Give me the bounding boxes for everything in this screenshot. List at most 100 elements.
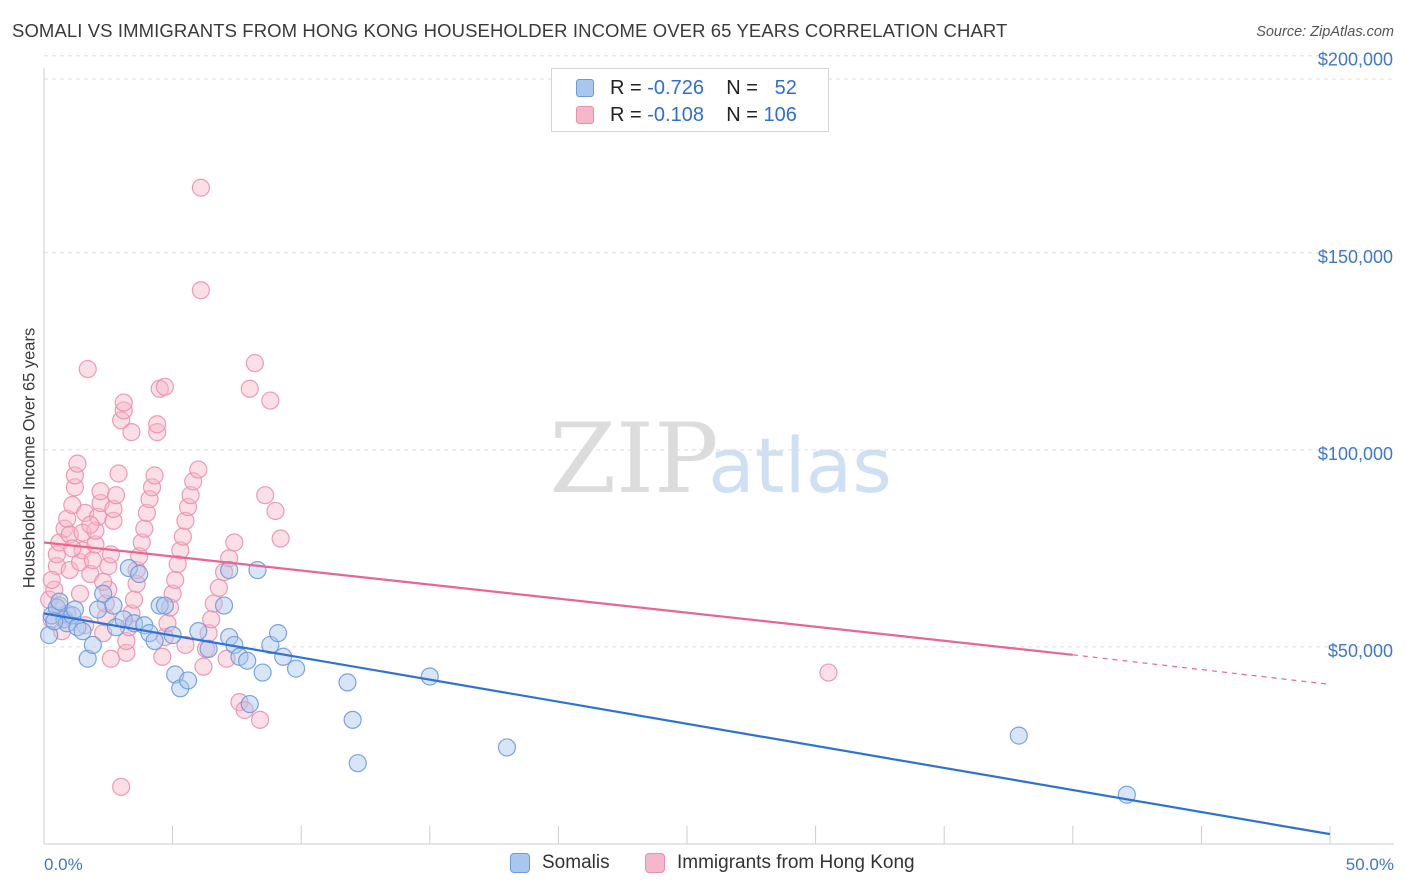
gridlines <box>44 55 1394 648</box>
hong-kong-point <box>142 478 162 497</box>
somali-point <box>40 626 59 645</box>
somali-point <box>65 600 84 619</box>
hong-kong-point <box>63 539 82 558</box>
legend-n-value: 52 <box>774 77 797 99</box>
bottom-legend-swatch-somalis <box>510 853 530 873</box>
hong-kong-point <box>209 578 228 597</box>
hong-kong-point <box>194 657 213 676</box>
hong-kong-point <box>86 521 105 540</box>
somali-point <box>348 754 367 773</box>
somali-point <box>104 596 123 615</box>
somali-point <box>130 564 149 584</box>
hong-kong-point <box>178 497 198 517</box>
series-hong-kong-points <box>40 178 838 796</box>
somali-point <box>78 649 97 668</box>
somali-point <box>268 624 288 643</box>
hong-kong-point <box>266 501 285 521</box>
hong-kong-point <box>202 610 221 629</box>
hong-kong-point <box>171 541 190 560</box>
hong-kong-point <box>114 393 133 412</box>
hong-kong-point <box>135 519 154 538</box>
y-tick-label: $150,000 <box>1318 247 1393 267</box>
y-tick-label: $50,000 <box>1328 641 1393 661</box>
somali-point <box>145 631 164 651</box>
hong-kong-point <box>148 415 167 434</box>
hong-kong-point <box>153 647 172 666</box>
hong-kong-point <box>124 590 144 609</box>
x-tick-label-max: 50.0% <box>1346 855 1394 874</box>
y-tick-label: $100,000 <box>1318 444 1393 464</box>
axes <box>43 68 1394 845</box>
somali-point <box>286 659 306 678</box>
y-tick-label: $200,000 <box>1318 50 1393 70</box>
hong-kong-point <box>173 527 192 546</box>
somali-point <box>238 651 257 670</box>
somali-point <box>214 596 234 615</box>
hong-kong-point <box>158 614 177 633</box>
hong-kong-point <box>240 379 259 398</box>
hong-kong-point <box>176 511 195 530</box>
watermark: ZIP atlas <box>549 403 891 515</box>
legend-swatch-hong-kong <box>576 106 594 124</box>
hong-kong-point <box>261 391 280 410</box>
hong-kong-point <box>68 454 87 473</box>
somali-point <box>199 639 218 658</box>
hong-kong-point <box>235 700 254 720</box>
hong-kong-point <box>132 533 151 552</box>
somali-point <box>83 635 102 655</box>
watermark-zip: ZIP <box>549 403 718 515</box>
hong-kong-point <box>184 472 203 491</box>
somali-point <box>150 596 169 615</box>
watermark-atlas: atlas <box>708 421 892 510</box>
hong-kong-point <box>245 354 265 373</box>
somali-point <box>73 622 92 641</box>
hong-kong-point <box>148 423 167 442</box>
hong-kong-point <box>271 529 290 548</box>
somali-point <box>220 560 239 580</box>
hong-kong-point <box>91 482 110 501</box>
chart-title: SOMALI VS IMMIGRANTS FROM HONG KONG HOUS… <box>12 20 1008 41</box>
y-tick-labels: $50,000 $100,000 $150,000 $200,000 <box>1318 50 1393 661</box>
hong-kong-point <box>145 466 164 485</box>
legend-r-label: R = <box>610 77 648 99</box>
x-tick-label-min: 0.0% <box>44 855 83 874</box>
legend-n-value: 106 <box>763 104 797 126</box>
source-credit: Source: ZipAtlas.com <box>1256 24 1394 40</box>
hong-kong-point <box>78 359 97 379</box>
somali-point <box>94 584 113 603</box>
somali-trend-line <box>43 612 1331 836</box>
hong-kong-trend-extension <box>1072 654 1331 685</box>
hong-kong-point <box>109 464 128 483</box>
legend-r-label: R = <box>610 104 648 126</box>
somali-point <box>178 671 198 690</box>
hong-kong-point <box>104 499 123 519</box>
hong-kong-point <box>42 570 61 590</box>
hong-kong-point <box>122 423 141 442</box>
hong-kong-point <box>70 584 90 603</box>
stats-legend: R = -0.726 N = 52 R = -0.108 N = 106 <box>551 68 829 132</box>
somali-point <box>338 673 357 692</box>
hong-kong-point <box>256 486 275 505</box>
legend-r-value: -0.108 <box>647 104 704 126</box>
legend-n-label: N = <box>726 77 764 99</box>
hong-kong-point <box>176 635 195 655</box>
hong-kong-point <box>117 631 136 651</box>
hong-kong-point <box>83 551 102 570</box>
somali-point <box>240 694 259 714</box>
hong-kong-point <box>140 490 159 509</box>
trend-lines <box>43 541 1331 836</box>
hong-kong-point <box>181 486 200 505</box>
legend-n-label: N = <box>726 104 764 126</box>
somali-point <box>420 667 439 686</box>
hong-kong-point <box>250 710 270 729</box>
hong-kong-point <box>191 281 210 300</box>
bottom-legend-label-hong-kong: Immigrants from Hong Kong <box>677 852 915 873</box>
somali-point <box>45 612 64 631</box>
x-ticks <box>43 826 1331 844</box>
somali-point <box>497 738 517 757</box>
somali-point <box>88 600 108 619</box>
legend-swatch-somalis <box>576 79 594 97</box>
legend-r-value: -0.726 <box>647 77 704 99</box>
hong-kong-point <box>155 377 174 396</box>
